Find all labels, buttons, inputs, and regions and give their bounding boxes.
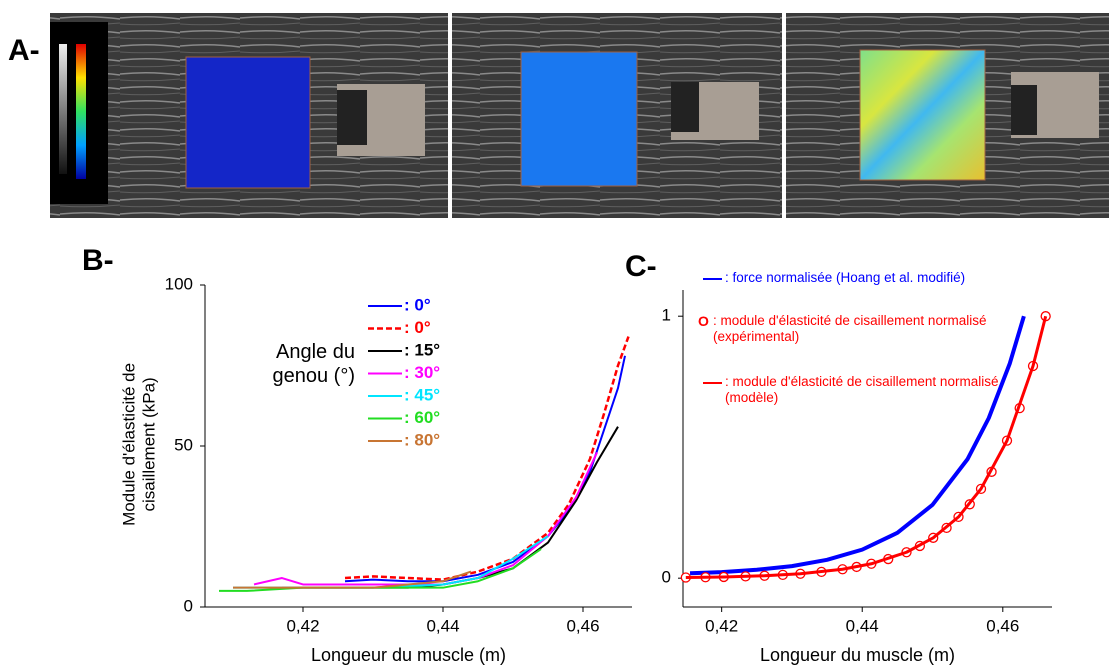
series-line bbox=[344, 336, 630, 581]
legend-label: : module d'élasticité de cisaillement no… bbox=[713, 313, 987, 345]
legend-label: : 60° bbox=[404, 408, 440, 427]
legend-label: : 30° bbox=[404, 363, 440, 382]
legend-label: : 0° bbox=[404, 318, 431, 337]
x-tick-label: 0,44 bbox=[426, 616, 459, 635]
y-tick-label: 0 bbox=[662, 568, 671, 587]
ultrasound-strip bbox=[50, 13, 1109, 218]
y-tick-label: 0 bbox=[184, 596, 193, 615]
legend-label: : 0° bbox=[404, 295, 431, 314]
panel-label: C- bbox=[625, 250, 657, 283]
series-line bbox=[219, 548, 542, 592]
x-tick-label: 0,46 bbox=[986, 616, 1019, 635]
legend-label: : 45° bbox=[404, 385, 440, 404]
legend-label: : module d'élasticité de cisaillement no… bbox=[725, 374, 999, 406]
legend-title: Angle du genou (°) bbox=[272, 341, 356, 387]
series-line bbox=[253, 452, 598, 586]
legend-label: : force normalisée (Hoang et al. modifié… bbox=[725, 270, 966, 285]
x-tick-label: 0,46 bbox=[566, 616, 599, 635]
y-tick-label: 100 bbox=[165, 274, 193, 293]
y-axis-title: Module d'élasticité de cisaillement (kPa… bbox=[119, 362, 159, 526]
legend-label: : 80° bbox=[404, 430, 440, 449]
legend-label: : 15° bbox=[404, 340, 440, 359]
series-line bbox=[689, 315, 1026, 576]
series-line bbox=[233, 570, 472, 589]
x-axis-title: Longueur du muscle (m) bbox=[311, 645, 506, 665]
x-tick-label: 0,42 bbox=[286, 616, 319, 635]
panel-label: B- bbox=[82, 244, 114, 277]
x-tick-label: 0,44 bbox=[846, 616, 879, 635]
x-axis-title: Longueur du muscle (m) bbox=[760, 645, 955, 665]
panel-label: A- bbox=[8, 34, 40, 67]
y-tick-label: 1 bbox=[662, 306, 671, 325]
legend-symbol: O bbox=[698, 313, 709, 329]
series-line bbox=[344, 355, 626, 583]
x-tick-label: 0,42 bbox=[705, 616, 738, 635]
y-tick-label: 50 bbox=[174, 435, 193, 454]
series-line bbox=[685, 315, 1048, 580]
